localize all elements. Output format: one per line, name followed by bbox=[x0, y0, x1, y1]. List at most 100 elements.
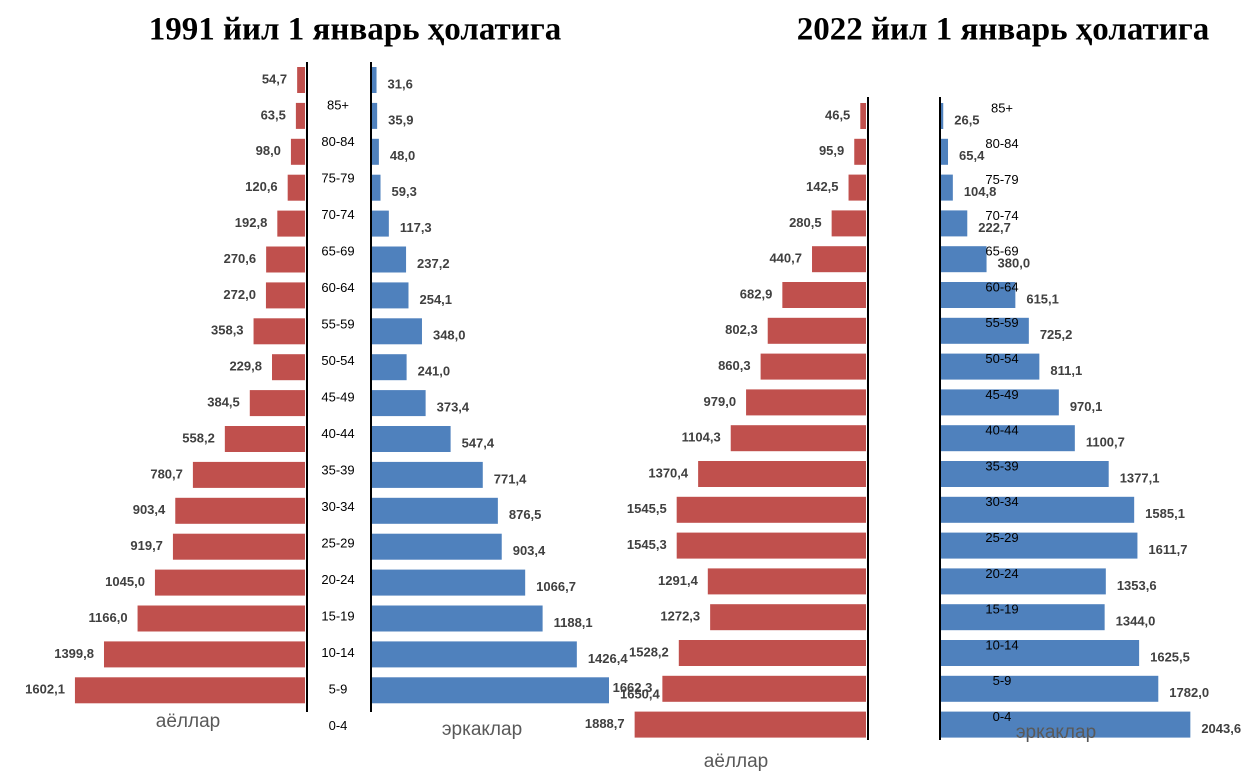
bar bbox=[172, 533, 305, 560]
value-label: 1353,6 bbox=[1117, 578, 1157, 593]
age-label: 30-34 bbox=[321, 499, 354, 514]
age-label: 20-24 bbox=[985, 566, 1018, 581]
value-label: 558,2 bbox=[182, 430, 215, 445]
bar bbox=[372, 497, 498, 524]
bar bbox=[175, 497, 305, 524]
bar bbox=[940, 210, 968, 237]
value-label: 1602,1 bbox=[25, 682, 65, 697]
value-label: 1188,1 bbox=[554, 615, 593, 630]
value-label: 919,7 bbox=[130, 538, 163, 553]
bar bbox=[372, 210, 389, 237]
bar bbox=[372, 174, 381, 201]
age-label: 35-39 bbox=[321, 462, 354, 477]
bar bbox=[760, 353, 866, 380]
value-label: 1272,3 bbox=[660, 609, 700, 624]
axis-label: эркаклар bbox=[442, 719, 522, 740]
value-label: 142,5 bbox=[806, 179, 839, 194]
bar bbox=[854, 138, 866, 165]
age-label: 75-79 bbox=[321, 170, 354, 185]
age-label: 60-64 bbox=[321, 280, 354, 295]
value-label: 26,5 bbox=[954, 112, 979, 127]
age-label: 50-54 bbox=[985, 351, 1018, 366]
bar bbox=[940, 711, 1191, 738]
value-label: 54,7 bbox=[262, 71, 287, 86]
bar bbox=[860, 103, 866, 129]
bar bbox=[103, 641, 305, 668]
axis-label: аёллар bbox=[704, 751, 768, 772]
value-label: 229,8 bbox=[229, 359, 262, 374]
value-label: 682,9 bbox=[740, 286, 773, 301]
value-label: 98,0 bbox=[256, 143, 281, 158]
age-label: 80-84 bbox=[985, 136, 1018, 151]
axis-label: эркаклар bbox=[1016, 722, 1096, 743]
age-label: 0-4 bbox=[329, 718, 348, 733]
bar bbox=[940, 675, 1159, 702]
bar bbox=[372, 569, 526, 596]
bar bbox=[940, 532, 1138, 559]
bar bbox=[137, 605, 305, 632]
value-label: 2043,6 bbox=[1201, 721, 1241, 736]
bar bbox=[372, 641, 577, 668]
bar bbox=[782, 282, 866, 308]
bar bbox=[372, 677, 609, 704]
bar bbox=[812, 246, 866, 273]
age-label: 10-14 bbox=[321, 645, 354, 660]
bar bbox=[372, 246, 407, 273]
value-label: 192,8 bbox=[235, 215, 268, 230]
value-label: 771,4 bbox=[494, 471, 527, 486]
age-label: 65-69 bbox=[321, 243, 354, 258]
bar bbox=[940, 389, 1059, 416]
value-label: 1344,0 bbox=[1116, 614, 1156, 629]
bar bbox=[940, 353, 1040, 380]
age-label: 15-19 bbox=[321, 608, 354, 623]
age-label: 15-19 bbox=[985, 602, 1018, 617]
value-label: 802,3 bbox=[725, 322, 758, 337]
value-label: 241,0 bbox=[418, 364, 451, 379]
age-label: 45-49 bbox=[321, 389, 354, 404]
value-label: 237,2 bbox=[417, 256, 450, 271]
value-label: 104,8 bbox=[964, 184, 997, 199]
axis-label: аёллар bbox=[156, 711, 220, 732]
bar bbox=[698, 461, 866, 487]
value-label: 120,6 bbox=[245, 179, 278, 194]
value-label: 95,9 bbox=[819, 143, 844, 158]
bar bbox=[277, 210, 305, 237]
age-label: 0-4 bbox=[993, 709, 1012, 724]
age-label: 80-84 bbox=[321, 134, 354, 149]
age-label: 35-39 bbox=[985, 458, 1018, 473]
bar bbox=[224, 426, 305, 452]
age-label: 55-59 bbox=[321, 316, 354, 331]
bar bbox=[372, 318, 422, 345]
bar bbox=[676, 532, 866, 559]
value-label: 1585,1 bbox=[1145, 506, 1185, 521]
value-label: 1045,0 bbox=[105, 574, 145, 589]
bar bbox=[831, 210, 866, 237]
value-label: 254,1 bbox=[419, 292, 452, 307]
bar bbox=[372, 426, 451, 452]
age-label: 50-54 bbox=[321, 353, 354, 368]
bar bbox=[372, 102, 378, 129]
bar bbox=[265, 282, 305, 309]
value-label: 46,5 bbox=[825, 107, 850, 122]
value-label: 979,0 bbox=[704, 394, 737, 409]
value-label: 1066,7 bbox=[536, 579, 576, 594]
age-label: 55-59 bbox=[985, 315, 1018, 330]
bar bbox=[372, 390, 426, 417]
value-label: 1888,7 bbox=[585, 716, 625, 731]
age-label: 20-24 bbox=[321, 572, 354, 587]
bar bbox=[940, 604, 1105, 631]
value-label: 59,3 bbox=[392, 184, 417, 199]
bar bbox=[678, 640, 866, 666]
value-label: 65,4 bbox=[959, 148, 985, 163]
value-label: 1291,4 bbox=[658, 573, 699, 588]
value-label: 272,0 bbox=[223, 287, 256, 302]
value-label: 280,5 bbox=[789, 215, 822, 230]
bar bbox=[290, 138, 305, 165]
bar bbox=[634, 711, 866, 738]
bar bbox=[372, 282, 409, 309]
value-label: 780,7 bbox=[150, 466, 183, 481]
bar bbox=[707, 568, 866, 595]
bar bbox=[74, 677, 305, 704]
value-label: 1625,5 bbox=[1150, 649, 1190, 664]
